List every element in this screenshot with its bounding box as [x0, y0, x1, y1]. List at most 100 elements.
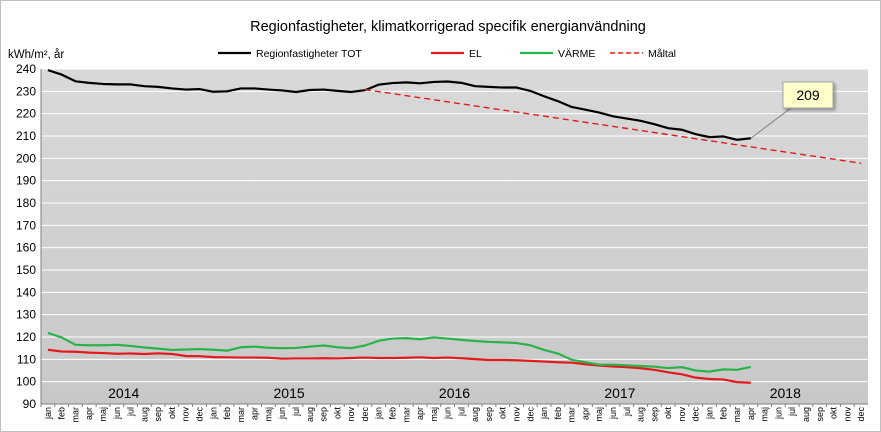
x-tick-label: apr — [84, 407, 94, 420]
year-label: 2016 — [439, 385, 470, 401]
y-tick-label: 130 — [16, 308, 36, 322]
x-tick-label: feb — [718, 407, 728, 420]
x-tick-label: nov — [677, 407, 687, 422]
x-tick-label: feb — [57, 407, 67, 420]
series-lines — [47, 69, 862, 384]
x-tick-label: nov — [842, 407, 852, 422]
x-tick-label: feb — [553, 407, 563, 420]
x-tick-label: mar — [70, 407, 80, 423]
x-tick-label: jan — [208, 407, 218, 420]
y-tick-label: 90 — [23, 397, 37, 411]
x-tick-label: apr — [415, 407, 425, 420]
y-tick-label: 150 — [16, 263, 36, 277]
y-tick-label: 230 — [16, 84, 36, 98]
x-tick-label: jan — [43, 407, 53, 420]
x-tick-label: apr — [580, 407, 590, 420]
x-tick-label: aug — [470, 407, 480, 422]
legend-label: Måltal — [648, 48, 676, 60]
x-tick-label: nov — [512, 407, 522, 422]
x-tick-label: jul — [622, 407, 632, 417]
x-tick-label: maj — [98, 407, 108, 422]
y-tick-label: 180 — [16, 196, 36, 210]
year-label: 2018 — [770, 385, 801, 401]
y-tick-label: 100 — [16, 375, 36, 389]
legend-label: EL — [469, 48, 482, 60]
x-tick-label: dec — [195, 407, 205, 422]
y-tick-label: 210 — [16, 129, 36, 143]
series-line-regionfastigheter-tot — [47, 69, 751, 141]
x-tick-label: jun — [608, 407, 618, 420]
legend-label: Regionfastigheter TOT — [256, 48, 362, 60]
callout-value: 209 — [796, 87, 820, 103]
x-tick-label: apr — [746, 407, 756, 420]
x-tick-labels: jan feb mar apr maj jun jul aug sep okt nov dec jan f… — [40, 404, 866, 423]
x-tick-label: dec — [525, 407, 535, 422]
y-tick-label: 160 — [16, 241, 36, 255]
y-axis-label: kWh/m², år — [8, 49, 64, 61]
x-tick-label: maj — [263, 407, 273, 422]
x-tick-label: dec — [360, 407, 370, 422]
x-tick-label: jun — [773, 407, 783, 420]
legend-entry: VÄRME — [520, 48, 595, 60]
x-tick-label: sep — [649, 407, 659, 422]
y-tick-label: 220 — [16, 107, 36, 121]
y-tick-label: 170 — [16, 218, 36, 232]
x-tick-label: aug — [305, 407, 315, 422]
x-tick-label: jun — [277, 407, 287, 420]
x-tick-label: maj — [429, 407, 439, 422]
x-tick-label: maj — [594, 407, 604, 422]
y-tick-labels: 90 100 110 120 130 140 150 160 170 180 190 200 210 22… — [16, 62, 36, 411]
x-tick-label: sep — [153, 407, 163, 422]
x-tick-label: jun — [443, 407, 453, 420]
x-tick-label: feb — [387, 407, 397, 420]
plot-area — [41, 69, 868, 404]
x-tick-label: okt — [663, 407, 673, 420]
x-tick-label: jul — [456, 407, 466, 417]
y-tick-label: 200 — [16, 151, 36, 165]
x-tick-label: okt — [332, 407, 342, 420]
x-tick-label: sep — [484, 407, 494, 422]
x-tick-label: aug — [636, 407, 646, 422]
series-line-el — [47, 348, 751, 384]
x-tick-label: mar — [401, 407, 411, 423]
x-tick-label: aug — [139, 407, 149, 422]
x-tick-label: apr — [250, 407, 260, 420]
x-tick-label: nov — [346, 407, 356, 422]
legend-entry: EL — [431, 48, 482, 60]
legend-label: VÄRME — [558, 48, 595, 60]
legend: Regionfastigheter TOT EL VÄRME Måltal — [218, 48, 676, 60]
y-tick-label: 140 — [16, 285, 36, 299]
x-tick-label: feb — [222, 407, 232, 420]
x-tick-label: jul — [787, 407, 797, 417]
x-tick-label: maj — [760, 407, 770, 422]
x-tick-label: dec — [856, 407, 866, 422]
y-tick-label: 190 — [16, 174, 36, 188]
annotations: 209 — [750, 81, 834, 139]
x-tick-label: jul — [126, 407, 136, 417]
x-tick-label: okt — [498, 407, 508, 420]
x-tick-label: jan — [374, 407, 384, 420]
series-line-v-rme — [47, 331, 752, 373]
x-tick-label: sep — [815, 407, 825, 422]
x-tick-label: mar — [567, 407, 577, 423]
chart-title: Regionfastigheter, klimatkorrigerad spec… — [250, 19, 646, 35]
x-tick-label: jan — [704, 407, 714, 420]
year-label: 2017 — [604, 385, 635, 401]
series-line-m-ltal — [364, 88, 862, 164]
legend-entry: Regionfastigheter TOT — [218, 48, 362, 60]
x-tick-label: jun — [112, 407, 122, 420]
x-tick-label: jan — [539, 407, 549, 420]
year-label: 2014 — [108, 385, 139, 401]
x-tick-label: mar — [236, 407, 246, 423]
x-tick-label: mar — [732, 407, 742, 423]
y-tick-label: 240 — [16, 62, 36, 76]
y-tick-label: 110 — [17, 352, 36, 366]
year-label: 2015 — [274, 385, 305, 401]
x-tick-label: aug — [801, 407, 811, 422]
callout-box — [782, 81, 834, 109]
x-tick-label: nov — [181, 407, 191, 422]
x-tick-label: okt — [167, 407, 177, 420]
y-tick-label: 120 — [16, 330, 36, 344]
callout-leader — [750, 107, 792, 139]
